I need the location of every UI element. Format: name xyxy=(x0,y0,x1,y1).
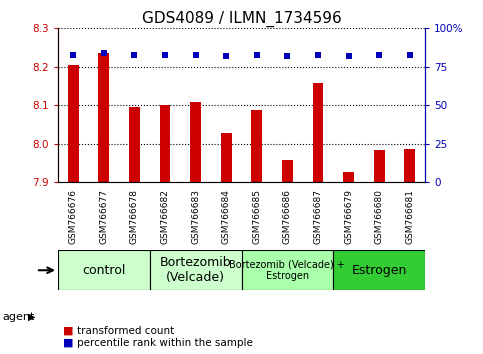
Bar xyxy=(333,250,425,290)
Point xyxy=(192,52,199,57)
Bar xyxy=(343,172,354,182)
Bar xyxy=(129,107,140,182)
Text: GSM766681: GSM766681 xyxy=(405,189,414,244)
Bar xyxy=(160,104,170,182)
Title: GDS4089 / ILMN_1734596: GDS4089 / ILMN_1734596 xyxy=(142,11,341,27)
Bar xyxy=(252,110,262,182)
Point xyxy=(161,52,169,57)
Text: GSM766679: GSM766679 xyxy=(344,189,353,244)
Point xyxy=(406,52,413,57)
Bar xyxy=(68,65,79,182)
Bar xyxy=(221,133,231,182)
Text: control: control xyxy=(82,264,126,277)
Bar xyxy=(242,250,333,290)
Text: GSM766687: GSM766687 xyxy=(313,189,323,244)
Bar xyxy=(150,250,242,290)
Point xyxy=(345,53,353,59)
Bar xyxy=(374,150,384,182)
Bar xyxy=(404,149,415,182)
Text: ■: ■ xyxy=(63,338,73,348)
Text: GSM766682: GSM766682 xyxy=(160,189,170,244)
Point xyxy=(284,53,291,59)
Text: GSM766676: GSM766676 xyxy=(69,189,78,244)
Text: transformed count: transformed count xyxy=(77,326,174,336)
Text: percentile rank within the sample: percentile rank within the sample xyxy=(77,338,253,348)
Text: GSM766685: GSM766685 xyxy=(252,189,261,244)
Text: ■: ■ xyxy=(63,326,73,336)
Text: Bortezomib
(Velcade): Bortezomib (Velcade) xyxy=(160,256,231,284)
Text: agent: agent xyxy=(2,312,35,322)
Bar xyxy=(313,84,323,182)
Bar xyxy=(282,160,293,182)
Text: GSM766684: GSM766684 xyxy=(222,189,231,244)
Point xyxy=(375,52,383,57)
Text: Bortezomib (Velcade) +
Estrogen: Bortezomib (Velcade) + Estrogen xyxy=(229,259,345,281)
Bar xyxy=(58,250,150,290)
Point xyxy=(70,52,77,57)
Point xyxy=(253,52,261,57)
Point xyxy=(100,50,108,56)
Text: GSM766678: GSM766678 xyxy=(130,189,139,244)
Text: ▶: ▶ xyxy=(28,312,36,322)
Point xyxy=(130,52,138,57)
Text: GSM766677: GSM766677 xyxy=(99,189,108,244)
Bar xyxy=(99,53,109,182)
Text: GSM766683: GSM766683 xyxy=(191,189,200,244)
Text: GSM766686: GSM766686 xyxy=(283,189,292,244)
Point xyxy=(314,52,322,57)
Text: GSM766680: GSM766680 xyxy=(375,189,384,244)
Text: Estrogen: Estrogen xyxy=(352,264,407,277)
Bar xyxy=(190,102,201,182)
Point xyxy=(222,53,230,59)
